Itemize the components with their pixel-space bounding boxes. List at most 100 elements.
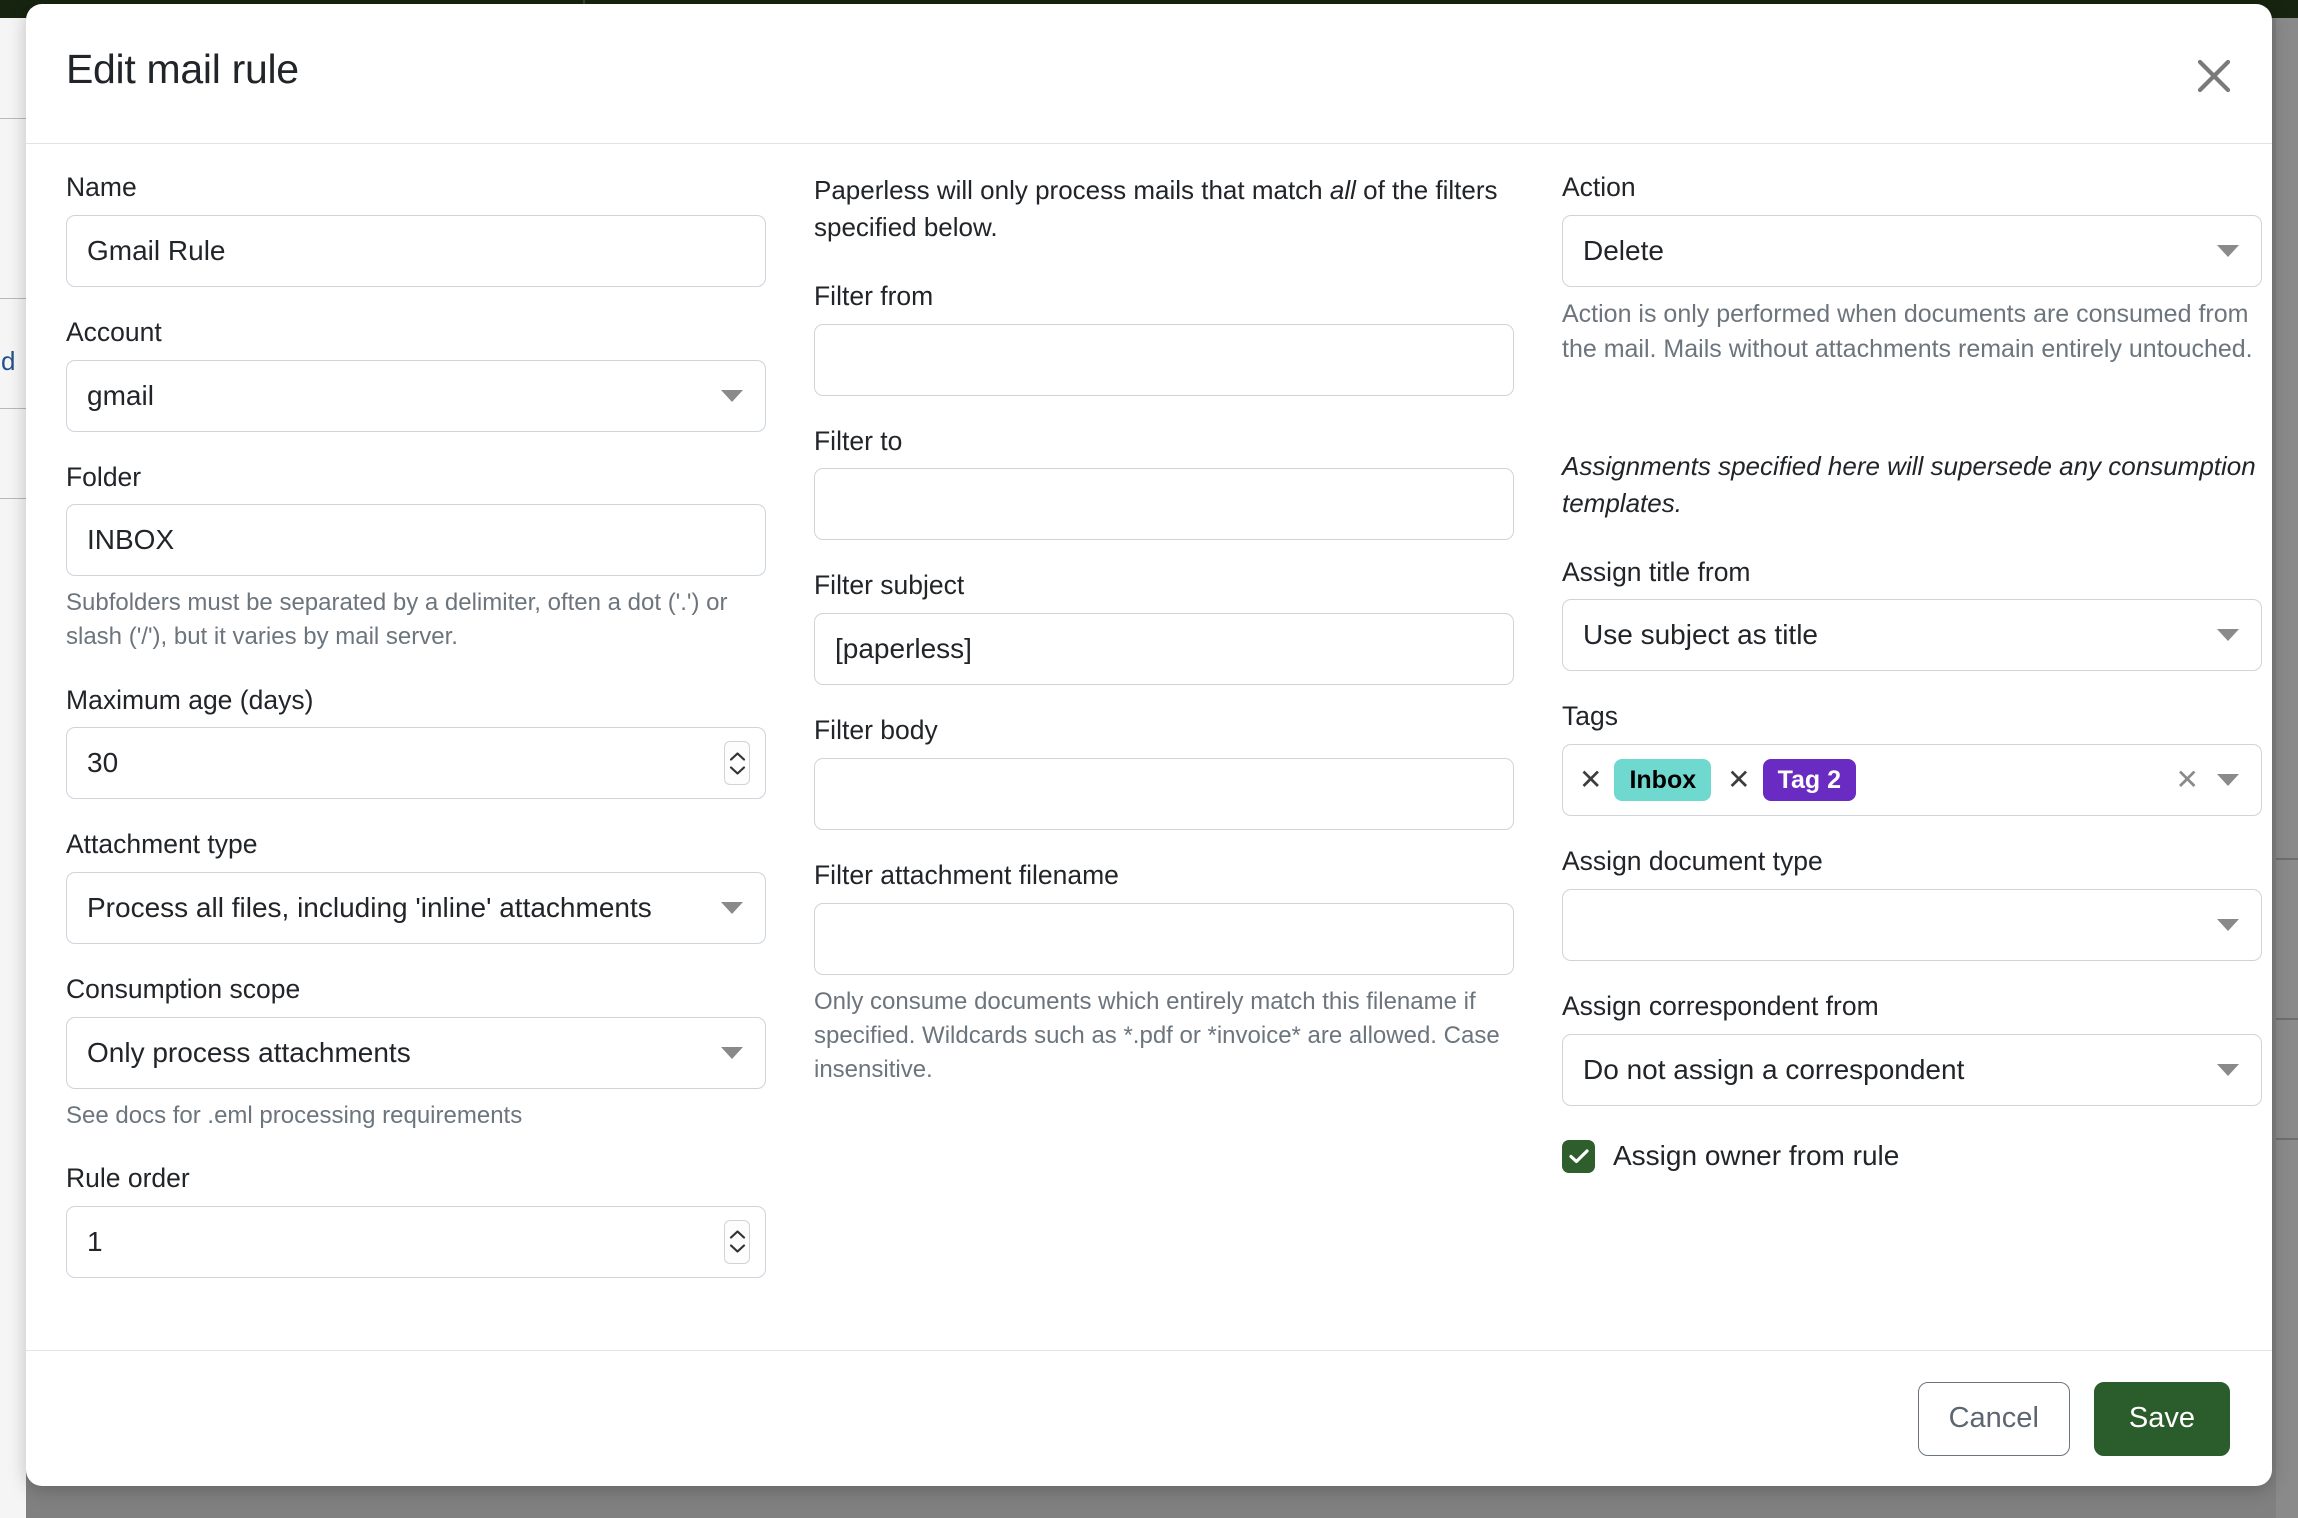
remove-tag-icon[interactable]: ✕ xyxy=(1579,764,1603,796)
field-tags: Tags ✕ Inbox ✕ Tag 2 ✕ xyxy=(1562,701,2262,817)
filters-intro-after: of the filters specified below. xyxy=(814,175,1498,243)
action-select[interactable]: Delete xyxy=(1562,214,2262,287)
filter-subject-input[interactable]: [paperless] xyxy=(814,613,1514,686)
chevron-down-icon xyxy=(2217,919,2239,932)
field-rule-order: Rule order 1 xyxy=(66,1163,766,1278)
filter-to-label: Filter to xyxy=(814,425,903,456)
rule-order-input[interactable]: 1 xyxy=(66,1205,766,1278)
save-button[interactable]: Save xyxy=(2093,1381,2230,1456)
name-label: Name xyxy=(66,172,137,202)
consumption-scope-value: Only process attachments xyxy=(87,1036,411,1068)
assign-document-type-label: Assign document type xyxy=(1562,846,1823,877)
action-help-text: Action is only performed when documents … xyxy=(1562,299,2253,364)
consumption-scope-select[interactable]: Only process attachments xyxy=(66,1016,766,1089)
field-consumption-scope: Consumption scope Only process attachmen… xyxy=(66,974,766,1133)
maximum-age-input[interactable]: 30 xyxy=(66,727,766,800)
filter-attachment-filename-help-text: Only consume documents which entirely ma… xyxy=(814,987,1500,1084)
field-filter-to: Filter to xyxy=(814,426,1514,541)
assign-correspondent-from-select[interactable]: Do not assign a correspondent xyxy=(1562,1033,2262,1106)
chevron-down-icon xyxy=(729,1244,745,1253)
field-assign-correspondent-from: Assign correspondent from Do not assign … xyxy=(1562,991,2262,1106)
filters-intro-emphasis: all xyxy=(1329,175,1356,205)
assign-correspondent-from-label: Assign correspondent from xyxy=(1562,991,1879,1022)
column-rule-settings: Name Gmail Rule Account gmail Folder INB… xyxy=(66,172,766,1308)
field-name: Name Gmail Rule xyxy=(66,172,766,287)
name-input[interactable]: Gmail Rule xyxy=(66,214,766,287)
chevron-down-icon xyxy=(721,1046,743,1059)
maximum-age-stepper[interactable] xyxy=(724,741,750,786)
assign-owner-checkbox[interactable] xyxy=(1562,1139,1595,1173)
page-title: Edit mail rule xyxy=(66,46,299,92)
remove-tag-icon[interactable]: ✕ xyxy=(1727,764,1751,796)
assign-correspondent-from-value: Do not assign a correspondent xyxy=(1583,1053,1965,1085)
chevron-down-icon xyxy=(721,902,743,915)
tags-label: Tags xyxy=(1562,701,1618,732)
field-assign-title-from: Assign title from Use subject as title xyxy=(1562,557,2262,672)
chevron-down-icon xyxy=(729,766,745,775)
field-account: Account gmail xyxy=(66,317,766,432)
field-filter-attachment-filename: Filter attachment filename Only consume … xyxy=(814,860,1514,1087)
consumption-scope-help-text: See docs for .eml processing requirement… xyxy=(66,1101,523,1129)
chevron-down-icon xyxy=(721,389,743,402)
folder-input[interactable]: INBOX xyxy=(66,504,766,577)
assign-title-from-select[interactable]: Use subject as title xyxy=(1562,599,2262,672)
field-action: Action Delete Action is only performed w… xyxy=(1562,172,2262,368)
dialog-body: Name Gmail Rule Account gmail Folder INB… xyxy=(26,144,2272,1350)
close-icon[interactable] xyxy=(2186,48,2242,104)
filter-attachment-filename-label: Filter attachment filename xyxy=(814,860,1119,891)
chevron-down-icon xyxy=(2217,1063,2239,1076)
assign-document-type-select[interactable] xyxy=(1562,889,2262,962)
field-attachment-type: Attachment type Process all files, inclu… xyxy=(66,829,766,945)
filter-body-label: Filter body xyxy=(814,715,938,746)
maximum-age-label: Maximum age (days) xyxy=(66,684,314,715)
dialog-footer: Cancel Save xyxy=(26,1350,2272,1486)
chevron-up-icon xyxy=(729,752,745,761)
chevron-down-icon xyxy=(2217,629,2239,642)
assign-title-from-value: Use subject as title xyxy=(1583,619,1818,651)
filter-attachment-filename-input[interactable] xyxy=(814,902,1514,975)
attachment-type-select[interactable]: Process all files, including 'inline' at… xyxy=(66,872,766,945)
filter-subject-label: Filter subject xyxy=(814,570,965,601)
folder-help-text: Subfolders must be separated by a delimi… xyxy=(66,589,728,651)
assignments-note: Assignments specified here will supersed… xyxy=(1562,450,2256,519)
field-filter-subject: Filter subject [paperless] xyxy=(814,570,1514,686)
background-text-fragment: d xyxy=(1,346,16,376)
tag-chip[interactable]: Tag 2 xyxy=(1762,759,1857,802)
tag-chip[interactable]: Inbox xyxy=(1614,759,1712,802)
chevron-down-icon[interactable] xyxy=(2217,774,2239,787)
background-table-right-edge xyxy=(2276,18,2298,1518)
assign-title-from-label: Assign title from xyxy=(1562,556,1751,587)
field-maximum-age: Maximum age (days) 30 xyxy=(66,685,766,800)
account-select[interactable]: gmail xyxy=(66,359,766,432)
clear-all-icon[interactable]: ✕ xyxy=(2175,764,2199,796)
chevron-down-icon xyxy=(2217,244,2239,257)
attachment-type-label: Attachment type xyxy=(66,829,258,860)
tags-multiselect[interactable]: ✕ Inbox ✕ Tag 2 ✕ xyxy=(1562,744,2262,817)
account-value: gmail xyxy=(87,379,154,411)
filters-intro-text: Paperless will only process mails that m… xyxy=(814,172,1514,247)
filter-body-input[interactable] xyxy=(814,758,1514,831)
column-actions: Action Delete Action is only performed w… xyxy=(1562,172,2262,1173)
tags-chip-list: ✕ Inbox ✕ Tag 2 xyxy=(1577,759,1870,802)
action-value: Delete xyxy=(1583,234,1664,266)
filter-from-label: Filter from xyxy=(814,280,934,311)
field-filter-body: Filter body xyxy=(814,715,1514,831)
tag-item: ✕ Tag 2 xyxy=(1725,759,1857,802)
filters-intro-before: Paperless will only process mails that m… xyxy=(814,175,1330,205)
attachment-type-value: Process all files, including 'inline' at… xyxy=(87,892,652,924)
edit-mail-rule-dialog: Edit mail rule Name Gmail Rule Account g… xyxy=(26,4,2272,1486)
close-icon-glyph xyxy=(2197,59,2231,93)
rule-order-label: Rule order xyxy=(66,1163,190,1194)
account-label: Account xyxy=(66,316,162,347)
folder-label: Folder xyxy=(66,461,142,492)
rule-order-stepper[interactable] xyxy=(724,1219,750,1264)
background-table-left-edge: d xyxy=(0,18,26,1518)
dialog-header: Edit mail rule xyxy=(26,4,2272,144)
column-filters: Paperless will only process mails that m… xyxy=(814,172,1514,1117)
action-label: Action xyxy=(1562,172,1636,202)
cancel-button[interactable]: Cancel xyxy=(1917,1381,2070,1456)
filter-from-input[interactable] xyxy=(814,323,1514,396)
filter-to-input[interactable] xyxy=(814,468,1514,541)
tag-item: ✕ Inbox xyxy=(1577,759,1712,802)
field-assign-owner-from-rule: Assign owner from rule xyxy=(1562,1139,2262,1173)
